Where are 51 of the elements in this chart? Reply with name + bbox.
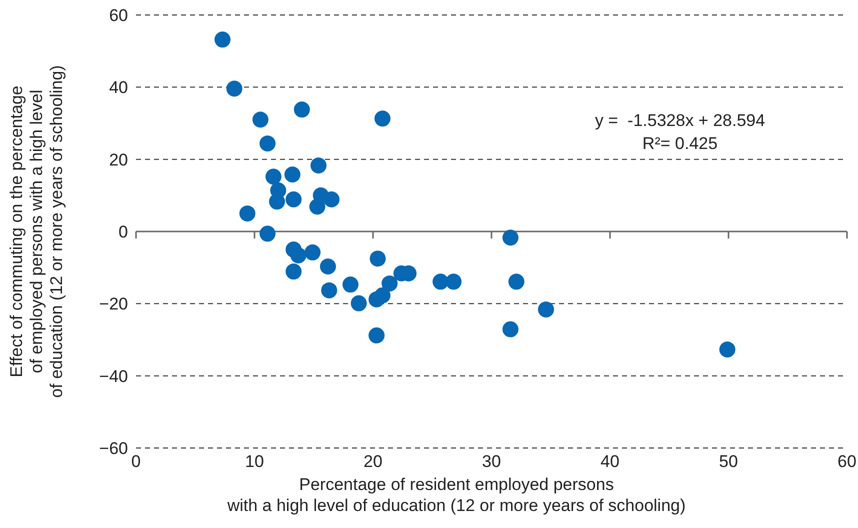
point	[252, 112, 268, 128]
point	[502, 230, 518, 246]
point	[370, 250, 386, 267]
y-tick-label: 40	[109, 78, 128, 98]
point	[284, 166, 300, 182]
x-tick-label: 50	[719, 452, 738, 471]
point	[265, 168, 282, 185]
point	[350, 295, 367, 312]
y-tick-label: −40	[99, 366, 128, 386]
annotation: y = -1.5328x + 28.594	[594, 111, 766, 130]
x-tick-label: 10	[245, 452, 264, 471]
y-tick-label: 0	[118, 222, 128, 242]
y-axis-title: Effect of commuting on the percentage of employed persons with a high level of education (12 or more years of schooling)	[7, 65, 66, 398]
point	[310, 157, 326, 174]
point	[342, 276, 358, 293]
y-tick-label: 60	[109, 6, 128, 25]
point	[502, 321, 518, 338]
point	[260, 135, 276, 152]
point	[324, 191, 340, 208]
point	[368, 327, 385, 344]
point	[260, 226, 276, 242]
point	[294, 102, 310, 118]
point	[286, 191, 302, 208]
x-tick-label: 60	[838, 452, 856, 471]
point	[226, 80, 242, 97]
x-tick-label: 0	[131, 452, 141, 471]
point	[374, 110, 390, 127]
point	[432, 274, 449, 290]
point	[286, 264, 302, 280]
point	[446, 274, 462, 290]
point	[304, 244, 321, 260]
point	[719, 341, 736, 358]
point	[239, 205, 256, 222]
x-tick-label: 40	[600, 452, 620, 471]
point	[214, 32, 231, 48]
annotation: R²= 0.425	[642, 134, 718, 153]
point	[269, 194, 286, 210]
point	[320, 258, 336, 274]
x-tick-label: 30	[482, 452, 501, 471]
point	[290, 247, 306, 264]
y-tick-label: −60	[99, 439, 128, 458]
x-axis-title: Percentage of resident employed persons with a high level of education (12 or more years of schooling)	[226, 475, 686, 515]
point	[321, 282, 338, 298]
point	[508, 274, 524, 290]
y-tick-label: 20	[109, 150, 128, 170]
y-tick-label: −20	[99, 294, 128, 314]
point	[382, 275, 398, 292]
point	[309, 198, 326, 215]
x-tick-label: 20	[364, 452, 382, 471]
point	[538, 301, 554, 318]
point	[368, 291, 385, 308]
